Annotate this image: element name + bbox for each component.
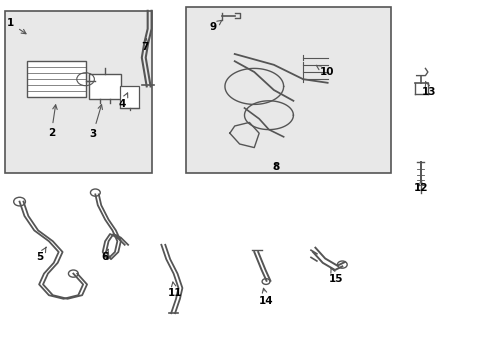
Bar <box>185 7 390 173</box>
Text: 14: 14 <box>259 288 273 306</box>
Text: 1: 1 <box>7 18 26 34</box>
Text: 10: 10 <box>316 66 333 77</box>
Text: 8: 8 <box>272 162 279 172</box>
Text: 15: 15 <box>328 268 343 284</box>
Text: 12: 12 <box>413 180 428 193</box>
Text: 9: 9 <box>209 20 222 32</box>
Text: 7: 7 <box>141 39 149 52</box>
Text: 3: 3 <box>89 105 102 139</box>
Text: 5: 5 <box>37 247 46 262</box>
Text: 2: 2 <box>48 105 57 138</box>
Bar <box>27 61 85 97</box>
Bar <box>120 86 139 108</box>
Bar <box>5 11 151 173</box>
Text: 6: 6 <box>102 249 108 262</box>
Text: 13: 13 <box>421 81 436 97</box>
Text: 4: 4 <box>118 93 127 109</box>
Bar <box>89 74 121 99</box>
Text: 11: 11 <box>167 282 182 298</box>
